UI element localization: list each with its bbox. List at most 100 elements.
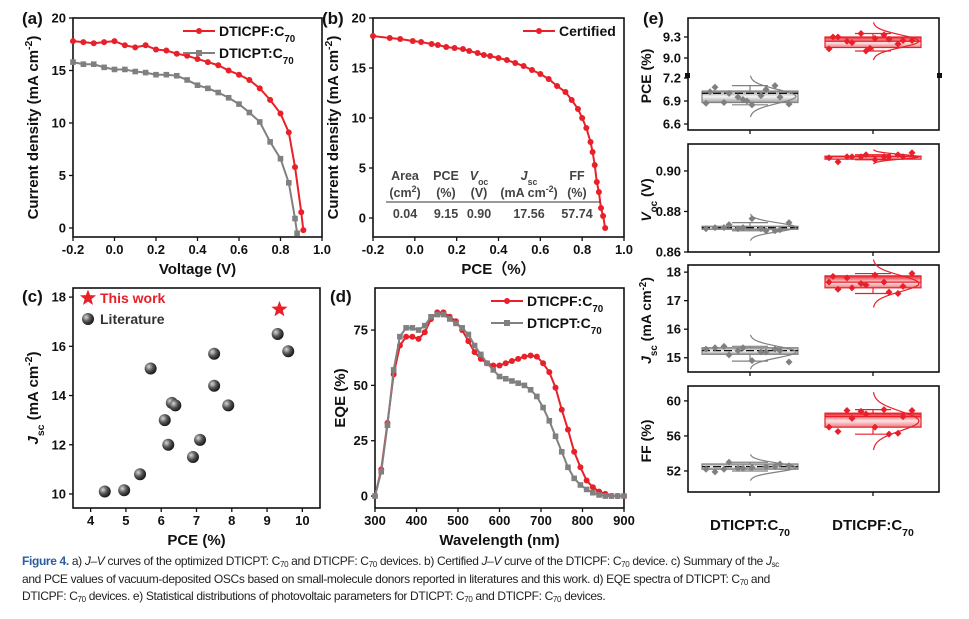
data-point: [825, 45, 833, 53]
y-axis-label-part: (V): [638, 178, 654, 201]
y-axis-label-part: -2: [323, 40, 335, 49]
category-label-part: DTICPT:C: [710, 517, 778, 534]
x-tick-label: 0.6: [531, 242, 549, 257]
data-point: [825, 154, 833, 162]
distribution-curve: [749, 75, 797, 118]
data-point: [422, 322, 428, 329]
data-point: [225, 67, 232, 74]
y-axis-label-part: ): [325, 36, 342, 41]
data-point: [834, 33, 842, 41]
data-point: [600, 213, 607, 219]
data-point: [785, 358, 793, 366]
data-point: [215, 62, 222, 69]
data-point: [546, 417, 553, 424]
x-tick-label: 0.2: [448, 242, 466, 257]
data-point: [885, 35, 893, 43]
data-point: [771, 82, 779, 90]
category-label: DTICPT:C70: [710, 517, 790, 539]
y-tick-label: 0.88: [656, 204, 681, 219]
data-point: [409, 325, 416, 331]
table-value: 9.15: [434, 207, 458, 221]
y-axis-label-part: Current density (mA cm: [25, 50, 42, 219]
data-point: [720, 342, 728, 350]
data-point: [720, 99, 728, 107]
y-tick-label: 9.3: [663, 30, 681, 45]
data-point: [451, 45, 458, 51]
y-tick-label: 18: [667, 265, 681, 280]
data-point: [533, 353, 540, 360]
table-header: Jsc: [521, 169, 538, 187]
data-point: [169, 399, 182, 412]
data-point: [222, 399, 235, 412]
caption-text: J–V: [84, 554, 105, 568]
data-point: [579, 115, 586, 121]
panel-label: (b): [322, 9, 344, 28]
data-point: [384, 422, 391, 429]
data-point: [527, 352, 534, 359]
data-point: [829, 33, 837, 41]
y-tick-label: 60: [667, 393, 681, 408]
y-tick-label: 16: [667, 322, 681, 337]
panel-label: (e): [643, 9, 664, 28]
data-point: [552, 433, 559, 440]
y-axis-label: EQE (%): [332, 368, 349, 427]
data-point: [894, 40, 902, 48]
x-tick-label: 9: [263, 513, 270, 528]
distribution-curve: [749, 334, 797, 370]
y-axis-label: PCE (%): [638, 49, 654, 103]
data-point: [490, 367, 497, 373]
data-point: [574, 106, 581, 112]
data-point: [743, 97, 751, 105]
data-point: [285, 129, 292, 136]
data-point: [546, 369, 553, 376]
y-axis-label: FF (%): [638, 420, 654, 463]
data-point: [256, 85, 263, 92]
data-point: [734, 347, 742, 355]
data-point: [880, 153, 888, 161]
data-point: [536, 28, 542, 34]
data-point: [711, 224, 719, 232]
y-tick-label: 56: [667, 428, 681, 443]
y-axis-label: Current density (mA cm-2): [323, 36, 342, 220]
table-header: Area: [391, 169, 420, 183]
legend-label: This work: [100, 290, 166, 306]
data-point: [527, 387, 534, 393]
y-tick-label: 14: [52, 388, 67, 403]
series-dticpt-c: [372, 311, 627, 499]
x-axis-label-part: PCE（%）: [461, 260, 535, 278]
data-point: [134, 468, 147, 481]
y-axis-label: Jsc (mA cm-2): [638, 277, 660, 364]
caption-text: device. c) Summary of the: [629, 554, 766, 568]
y-tick-label: 15: [667, 350, 681, 365]
legend-label-part: DTICPF:C: [219, 23, 284, 39]
data-point: [880, 278, 888, 286]
data-point: [776, 460, 784, 468]
box-panel-3: 52 56 60 FF (%): [638, 385, 940, 496]
x-tick-label: 5: [122, 513, 129, 528]
distribution-curve: [872, 22, 920, 61]
data-point: [866, 44, 874, 52]
table-header: PCE: [433, 169, 459, 183]
y-tick-label: 9.0: [663, 51, 681, 66]
data-point: [480, 52, 487, 58]
x-axis-label: PCE（%）: [461, 260, 535, 278]
series-this-work: [271, 300, 288, 317]
caption-text: J: [765, 554, 772, 568]
data-point: [595, 189, 602, 195]
y-axis-label-part: ): [638, 277, 654, 282]
data-point: [762, 227, 770, 235]
series-dticpt-c: [70, 59, 300, 237]
data-point: [292, 215, 298, 222]
data-point: [282, 345, 295, 358]
data-point: [79, 289, 97, 305]
data-point: [739, 464, 747, 472]
data-point: [471, 342, 478, 349]
y-axis-label-part: -2: [23, 356, 35, 365]
data-point: [508, 358, 515, 365]
data-point: [466, 48, 473, 54]
box-iqr: [824, 412, 922, 428]
data-point: [246, 109, 253, 116]
data-point: [583, 477, 590, 484]
x-tick-label: 500: [447, 513, 469, 528]
x-tick-label: 0.8: [271, 242, 289, 257]
